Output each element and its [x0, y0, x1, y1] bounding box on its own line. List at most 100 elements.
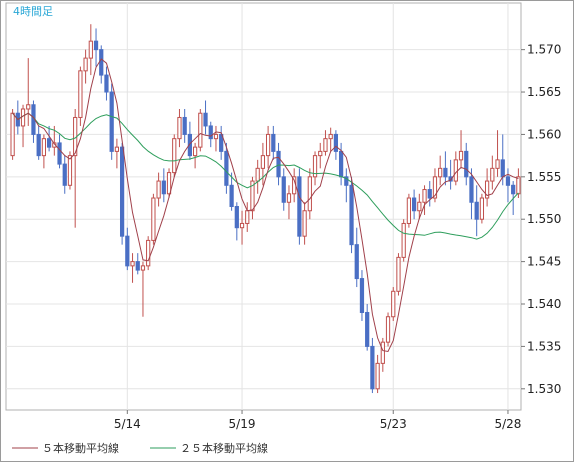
candle-body-up — [307, 176, 312, 212]
candle-body-up — [83, 57, 88, 72]
candle-body-down — [104, 74, 109, 93]
candle-body-down — [125, 235, 130, 267]
candle-body-up — [140, 265, 146, 271]
candle-body-down — [224, 150, 229, 186]
legend: ５本移動平均線 ２５本移動平均線 — [12, 441, 268, 455]
candle-body-down — [281, 176, 286, 203]
candle-body-down — [187, 133, 193, 157]
candle-body-down — [333, 133, 339, 152]
candle-body-up — [484, 180, 490, 199]
candle-body-up — [213, 133, 219, 140]
candle-body-up — [318, 150, 323, 157]
grid — [6, 3, 525, 414]
candle-body-up — [265, 133, 271, 157]
candle-body-up — [250, 180, 255, 212]
y-tick-label: 1.565 — [527, 85, 561, 99]
candle-body-up — [380, 341, 385, 364]
candle-body-down — [349, 184, 354, 246]
candle-body-down — [411, 197, 417, 212]
candle-body-down — [109, 91, 114, 152]
candle-body-up — [391, 290, 396, 318]
y-tick-label: 1.550 — [527, 212, 561, 226]
candle-body-up — [286, 193, 292, 203]
y-tick-label: 1.560 — [527, 127, 561, 141]
candle-body-down — [365, 311, 370, 347]
candle-body-up — [479, 197, 485, 220]
candle-body-down — [93, 40, 99, 51]
candle-body-down — [219, 133, 224, 152]
y-tick-label: 1.530 — [527, 382, 561, 396]
candle-body-up — [166, 172, 172, 195]
candle-body-down — [448, 176, 453, 182]
candle-body-up — [245, 210, 250, 224]
x-tick-labels: 5/14 5/19 5/23 5/28 — [114, 417, 522, 431]
candle-body-up — [88, 40, 93, 59]
x-tick-label: 5/23 — [380, 417, 407, 431]
y-tick-labels: 1.530 1.535 1.540 1.545 1.550 1.555 1.560 1.565… — [527, 43, 561, 396]
ma25-line — [12, 112, 519, 240]
candle-body-up — [490, 167, 495, 182]
candle-body-up — [302, 210, 307, 237]
candle-body-down — [203, 112, 208, 127]
candle-body-up — [312, 155, 318, 178]
candle-body-up — [453, 159, 458, 182]
x-tick-label: 5/19 — [229, 417, 256, 431]
candle-body-down — [443, 167, 448, 178]
candle-body-up — [130, 261, 135, 267]
candle-body-up — [396, 256, 401, 292]
candle-body-down — [474, 201, 479, 220]
candle-body-up — [172, 138, 177, 174]
y-tick-label: 1.545 — [527, 255, 561, 269]
candle-body-up — [177, 116, 182, 140]
candle-body-down — [46, 138, 52, 148]
candle-body-up — [323, 138, 328, 152]
candle-body-up — [438, 167, 443, 178]
candle-body-down — [464, 150, 469, 178]
candle-body-up — [151, 197, 156, 241]
candle-body-up — [516, 176, 521, 195]
candle-body-up — [260, 155, 266, 169]
candle-body-up — [26, 104, 31, 110]
candle-body-up — [192, 146, 198, 157]
candle-body-up — [20, 108, 26, 127]
y-tick-label: 1.570 — [527, 43, 561, 57]
candle-body-down — [359, 278, 365, 313]
timeframe-label: 4時間足 — [13, 5, 53, 18]
candle-body-down — [511, 184, 516, 195]
candle-body-down — [119, 146, 125, 237]
candle-body-down — [427, 189, 432, 199]
ma5-line — [12, 58, 519, 353]
candle-body-up — [67, 155, 73, 186]
candle-body-up — [41, 138, 47, 157]
candle-body-up — [255, 167, 260, 182]
x-tick-label: 5/14 — [114, 417, 141, 431]
candle-body-down — [229, 184, 234, 207]
candle-body-up — [328, 133, 333, 140]
candle-body-up — [146, 239, 151, 267]
candle-body-up — [495, 159, 500, 169]
candle-body-down — [338, 150, 344, 178]
candle-body-up — [401, 222, 406, 258]
candle-body-up — [375, 362, 380, 390]
candle-body-down — [57, 142, 62, 165]
candle-body-up — [432, 176, 438, 199]
candles — [10, 24, 521, 394]
candle-body-down — [276, 150, 281, 178]
x-tick-label: 5/28 — [494, 417, 521, 431]
candle-body-up — [239, 222, 245, 229]
y-tick-label: 1.540 — [527, 297, 561, 311]
plot-area — [5, 2, 522, 411]
candle-body-up — [385, 316, 391, 343]
candle-body-up — [198, 112, 203, 148]
candle-body-up — [78, 70, 83, 118]
legend-ma5-label: ５本移動平均線 — [42, 441, 119, 455]
candle-body-down — [370, 345, 375, 390]
candle-body-down — [161, 180, 166, 195]
candle-body-down — [271, 133, 276, 152]
candle-body-up — [156, 180, 161, 199]
candle-body-down — [62, 163, 67, 186]
candle-body-down — [234, 206, 239, 229]
legend-ma25-label: ２５本移動平均線 — [180, 441, 268, 455]
candle-body-up — [114, 146, 120, 152]
